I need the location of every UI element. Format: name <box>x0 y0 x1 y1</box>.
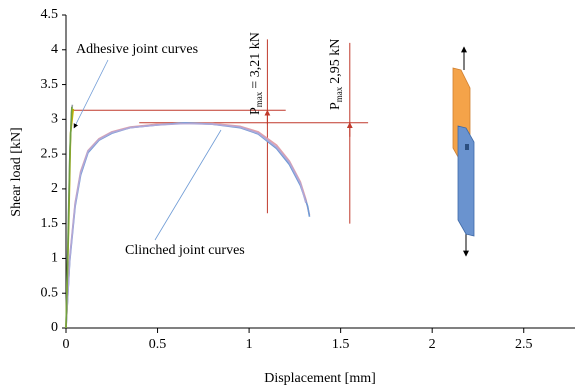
annotation-arrow <box>154 129 222 241</box>
annotation-subscript: max <box>254 91 264 107</box>
y-tick-label: 2.5 <box>41 146 59 161</box>
annotation-text: = 3,21 kN <box>248 32 263 89</box>
data-line <box>65 122 311 329</box>
data-line <box>65 122 307 329</box>
annotation-subscript: max <box>334 86 344 102</box>
specimen-sketch <box>452 46 475 257</box>
annotation: Adhesive joint curves <box>76 42 198 57</box>
x-axis-label: Displacement [mm] <box>264 371 376 386</box>
y-axis-label: Shear load [kN] <box>9 127 24 216</box>
annotation-text: 2,95 kN <box>328 39 343 84</box>
plate <box>457 125 475 237</box>
plot-area: 0 0.5 1 1.5 2 2.5 3 3.5 4 4.5 0 0.5 1 1.5 2 2.5 <box>41 7 575 352</box>
annotation-arrow <box>73 59 109 129</box>
clinch-point <box>465 144 469 150</box>
data-line <box>65 122 311 329</box>
y-tick-label: 2 <box>51 181 58 196</box>
y-tick-label: 0 <box>51 320 58 335</box>
x-tick-label: 1.5 <box>332 337 350 352</box>
annotation: Pmax = 3,21 kN <box>248 32 264 115</box>
y-tick-label: 4.5 <box>41 7 59 22</box>
x-tick-label: 2.5 <box>515 337 533 352</box>
annotation: Clinched joint curves <box>125 243 245 258</box>
annotation-symbol: P <box>328 102 343 110</box>
annotation: Pmax 2,95 kN <box>328 39 344 110</box>
y-tick-label: 3 <box>51 112 58 127</box>
x-tick-label: 1 <box>246 337 253 352</box>
x-tick-label: 0 <box>63 337 70 352</box>
x-tick-label: 0.5 <box>149 337 167 352</box>
y-tick-label: 3.5 <box>41 77 59 92</box>
x-tick-label: 2 <box>429 337 436 352</box>
data-line <box>65 106 73 329</box>
annotation-symbol: P <box>248 107 263 115</box>
y-tick-label: 4 <box>51 42 58 57</box>
y-tick-label: 1.5 <box>41 216 59 231</box>
y-tick-label: 0.5 <box>41 285 59 300</box>
y-tick-label: 1 <box>51 251 58 266</box>
